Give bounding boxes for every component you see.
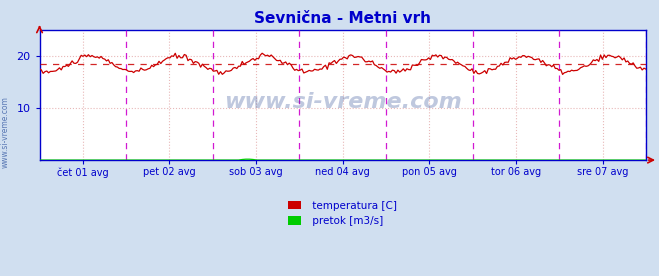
Text: www.si-vreme.com: www.si-vreme.com <box>1 97 10 168</box>
Text: www.si-vreme.com: www.si-vreme.com <box>224 92 461 112</box>
Title: Sevnična - Metni vrh: Sevnična - Metni vrh <box>254 11 431 26</box>
Legend:  temperatura [C],  pretok [m3/s]: temperatura [C], pretok [m3/s] <box>284 197 401 230</box>
